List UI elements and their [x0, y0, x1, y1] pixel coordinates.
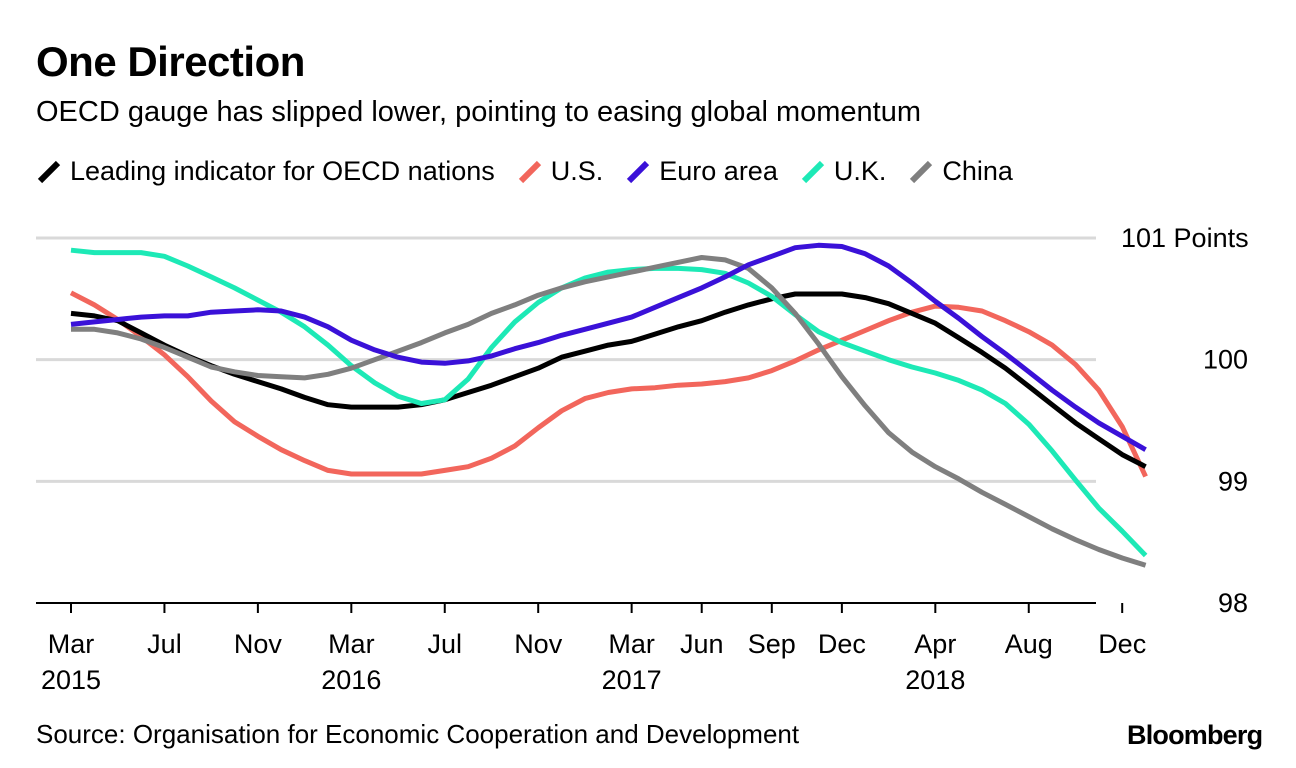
series-line-us — [69, 290, 1148, 478]
x-tick-year-label: 2015 — [41, 665, 101, 695]
x-tick-label: Dec — [818, 629, 866, 659]
legend-item-uk: U.K. — [800, 156, 887, 187]
x-tick-label: Mar — [328, 629, 375, 659]
x-tick-label: Nov — [234, 629, 283, 659]
x-tick-label: Jul — [147, 629, 182, 659]
x-tick-label: Sep — [748, 629, 796, 659]
legend-item-us: U.S. — [517, 156, 604, 187]
bloomberg-logo: Bloomberg — [1127, 720, 1263, 750]
legend-label-us: U.S. — [550, 156, 604, 186]
legend-label-china: China — [942, 156, 1013, 186]
legend-item-china: China — [908, 156, 1013, 187]
x-tick-year-label: 2018 — [905, 665, 965, 695]
legend-swatch-china — [910, 160, 933, 183]
x-tick-label: Apr — [914, 629, 956, 659]
chart-subtitle: OECD gauge has slipped lower, pointing t… — [36, 96, 922, 128]
source-note: Source: Organisation for Economic Cooper… — [36, 719, 800, 749]
x-tick-year-label: 2017 — [602, 665, 662, 695]
x-tick-label: Mar — [48, 629, 95, 659]
legend-label-uk: U.K. — [833, 156, 887, 186]
y-tick-label: 100 — [1203, 345, 1248, 375]
legend-swatch-euro-area — [627, 160, 650, 183]
x-tick-label: Jun — [680, 629, 724, 659]
legend-item-oecd: Leading indicator for OECD nations — [36, 156, 495, 187]
y-tick-label: 98 — [1218, 588, 1248, 618]
chart-title: One Direction — [36, 38, 305, 85]
legend-swatch-oecd — [37, 160, 61, 183]
legend-swatch-uk — [801, 160, 824, 183]
legend-item-euro-area: Euro area — [625, 156, 778, 187]
legend-label-oecd: Leading indicator for OECD nations — [70, 156, 495, 186]
series-line-euro-area — [70, 242, 1147, 452]
x-tick-label: Aug — [1005, 629, 1053, 659]
legend-label-euro-area: Euro area — [659, 156, 778, 186]
x-tick-year-label: 2016 — [321, 665, 381, 695]
y-tick-label: 101 Points — [1121, 223, 1249, 253]
series-line-china — [71, 255, 1147, 568]
y-tick-label: 99 — [1218, 466, 1248, 496]
x-tick-label: Nov — [514, 629, 563, 659]
series-line-oecd — [70, 291, 1147, 469]
x-tick-label: Mar — [608, 629, 655, 659]
legend-swatch-us — [518, 160, 541, 183]
legend: Leading indicator for OECD nations U.S. … — [36, 156, 1035, 187]
x-tick-label: Jul — [428, 629, 463, 659]
x-tick-label: Dec — [1098, 629, 1146, 659]
series-line-uk — [70, 247, 1148, 558]
